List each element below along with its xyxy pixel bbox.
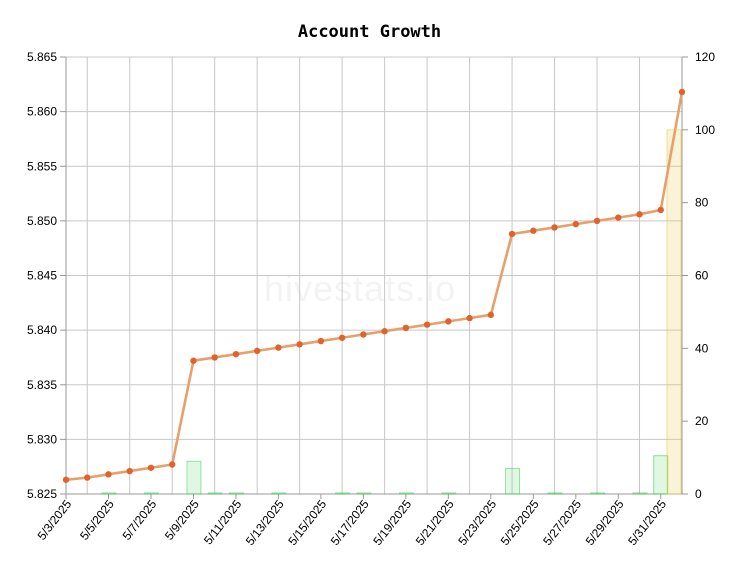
y-right-tick-label: 80 (695, 196, 709, 210)
growth-point (275, 344, 282, 351)
green-bar (229, 492, 244, 495)
growth-point (296, 341, 303, 348)
growth-point (211, 354, 218, 361)
growth-point (466, 314, 473, 322)
y-left-tick-label: 5.855 (27, 159, 57, 173)
y-right-tick-label: 40 (695, 341, 709, 355)
y-right-tick-label: 60 (695, 269, 709, 283)
y-left-tick-label: 5.845 (27, 269, 57, 283)
green-bar (356, 492, 372, 495)
x-tick-label: 5/29/2025 (583, 497, 627, 548)
growth-point (317, 337, 325, 345)
x-tick-label: 5/19/2025 (370, 497, 414, 548)
x-tick-label: 5/11/2025 (201, 497, 245, 547)
growth-point (530, 227, 537, 234)
green-bar (441, 492, 457, 495)
growth-point (62, 476, 70, 483)
growth-point (84, 474, 91, 481)
y-left-tick-label: 5.830 (27, 432, 57, 446)
growth-line (65, 91, 684, 482)
growth-point (360, 331, 367, 338)
y-right-tick-label: 20 (695, 414, 709, 428)
y-left-tick-label: 5.860 (27, 105, 57, 119)
x-tick-label: 5/9/2025 (162, 497, 202, 543)
green-bar (207, 492, 223, 495)
x-tick-label: 5/15/2025 (285, 497, 329, 548)
x-tick-label: 5/13/2025 (243, 497, 287, 548)
green-bar (186, 460, 202, 495)
growth-point (232, 350, 240, 358)
y-right-tick-label: 0 (695, 487, 702, 501)
growth-point (508, 230, 516, 238)
green-bar (101, 492, 117, 495)
green-bar (590, 492, 605, 495)
green-bar (271, 492, 287, 495)
growth-point (445, 318, 452, 325)
x-tick-label: 5/7/2025 (120, 497, 160, 543)
growth-point (190, 357, 197, 364)
growth-point (593, 217, 601, 225)
growth-point (615, 214, 622, 221)
growth-point (253, 347, 261, 355)
growth-point (657, 206, 664, 214)
green-bar (144, 492, 159, 495)
growth-point (402, 324, 410, 332)
green-bar (547, 492, 563, 495)
growth-point (487, 311, 495, 319)
x-tick-label: 5/31/2025 (625, 497, 669, 548)
y-left-tick-label: 5.850 (27, 214, 57, 228)
y-right-tick-label: 120 (695, 50, 715, 64)
green-bar (505, 468, 520, 495)
green-bar (335, 492, 351, 495)
x-tick-label: 5/23/2025 (455, 497, 499, 548)
growth-point (572, 220, 579, 228)
green-bar (632, 492, 648, 495)
growth-point (126, 467, 133, 475)
green-bar (398, 492, 414, 495)
y-right-tick-label: 100 (695, 123, 715, 137)
y-left-tick-label: 5.840 (27, 323, 57, 337)
yellow-bar (666, 129, 682, 495)
green-bar (653, 455, 669, 495)
growth-point (381, 328, 388, 335)
x-tick-label: 5/5/2025 (77, 497, 117, 543)
x-tick-label: 5/17/2025 (328, 497, 372, 548)
growth-point (636, 211, 643, 218)
growth-point (423, 321, 431, 328)
growth-point (147, 464, 155, 471)
x-tick-label: 5/27/2025 (540, 497, 584, 548)
watermark: hivestats.io (264, 268, 456, 310)
y-left-tick-label: 5.865 (27, 50, 57, 64)
growth-point (169, 461, 176, 468)
x-tick-label: 5/3/2025 (35, 497, 75, 543)
growth-point (105, 471, 112, 478)
growth-point (551, 224, 558, 231)
x-tick-label: 5/25/2025 (498, 497, 542, 548)
x-tick-label: 5/21/2025 (413, 497, 457, 548)
growth-point (338, 334, 346, 341)
y-left-tick-label: 5.825 (27, 487, 57, 501)
growth-point (678, 88, 686, 96)
chart-title: Account Growth (297, 22, 442, 42)
y-left-tick-label: 5.835 (27, 378, 57, 392)
